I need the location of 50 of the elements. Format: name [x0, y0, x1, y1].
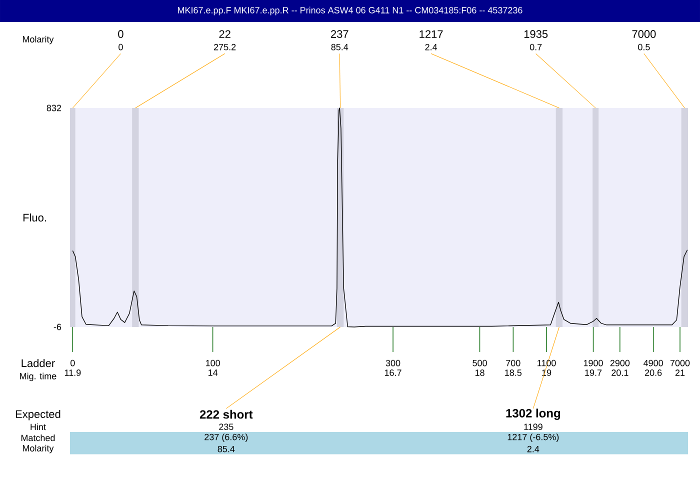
chart-title: MKI67.e.pp.F MKI67.e.pp.R -- Prinos ASW4 06 G411 N1 -- CM034185:F06 -- 4537236: [178, 6, 522, 16]
text: 1217: [420, 30, 443, 38]
annotation: 2.4: [425, 44, 438, 50]
text: 0: [70, 360, 75, 366]
annotation: 0: [118, 44, 123, 50]
text: 700: [506, 360, 520, 366]
text: 22: [219, 30, 230, 38]
text: Expected: [16, 410, 60, 420]
annotation: 222 short: [200, 410, 253, 419]
text: Molarity: [22, 444, 54, 454]
text: 85.4: [218, 446, 235, 452]
y-tick-label: -6: [54, 324, 62, 330]
x-tick-label: 16.7: [384, 370, 402, 376]
text: 100: [206, 360, 220, 366]
text: 7000: [670, 360, 690, 366]
x-tick-label: 18.5: [505, 370, 522, 376]
text: 300: [386, 360, 400, 366]
y-tick-label: 832: [46, 104, 62, 112]
text: 237 (6.6%): [204, 434, 248, 442]
annotation: 0.7: [530, 44, 542, 50]
text: 1199: [524, 424, 542, 430]
text: 2.4: [527, 446, 540, 452]
text: 1217 (-6.5%): [508, 434, 559, 442]
text: Hint: [30, 424, 46, 430]
y-axis-title: Fluo.: [23, 213, 46, 222]
text: 4900: [644, 360, 663, 366]
annotation: 0.5: [638, 44, 650, 50]
x-tick-label: 20.6: [645, 370, 662, 376]
annotation: 85.4: [331, 44, 348, 50]
text: Mig. time: [20, 372, 56, 382]
text: 1900: [584, 360, 603, 366]
line-series: [72, 108, 688, 328]
x-tick-label: 20.1: [612, 370, 628, 376]
text: 1935: [524, 30, 548, 38]
text: Matched: [21, 434, 55, 442]
text: Ladder: [22, 359, 55, 368]
x-tick-label: 14: [208, 370, 218, 376]
text: 2900: [610, 360, 630, 366]
text: 235: [219, 424, 234, 430]
annotation: 1302 long: [506, 408, 560, 420]
text: 7000: [632, 30, 656, 38]
x-tick-label: 11.9: [64, 370, 81, 376]
text: 237: [331, 30, 348, 38]
x-tick-label: 19.7: [585, 370, 602, 376]
text: Molarity: [22, 36, 54, 44]
annotation: 275.2: [214, 44, 236, 50]
text: 0: [118, 30, 124, 38]
x-tick-label: 21: [675, 370, 685, 376]
x-tick-label: 18: [475, 370, 484, 376]
text: 500: [472, 360, 487, 366]
